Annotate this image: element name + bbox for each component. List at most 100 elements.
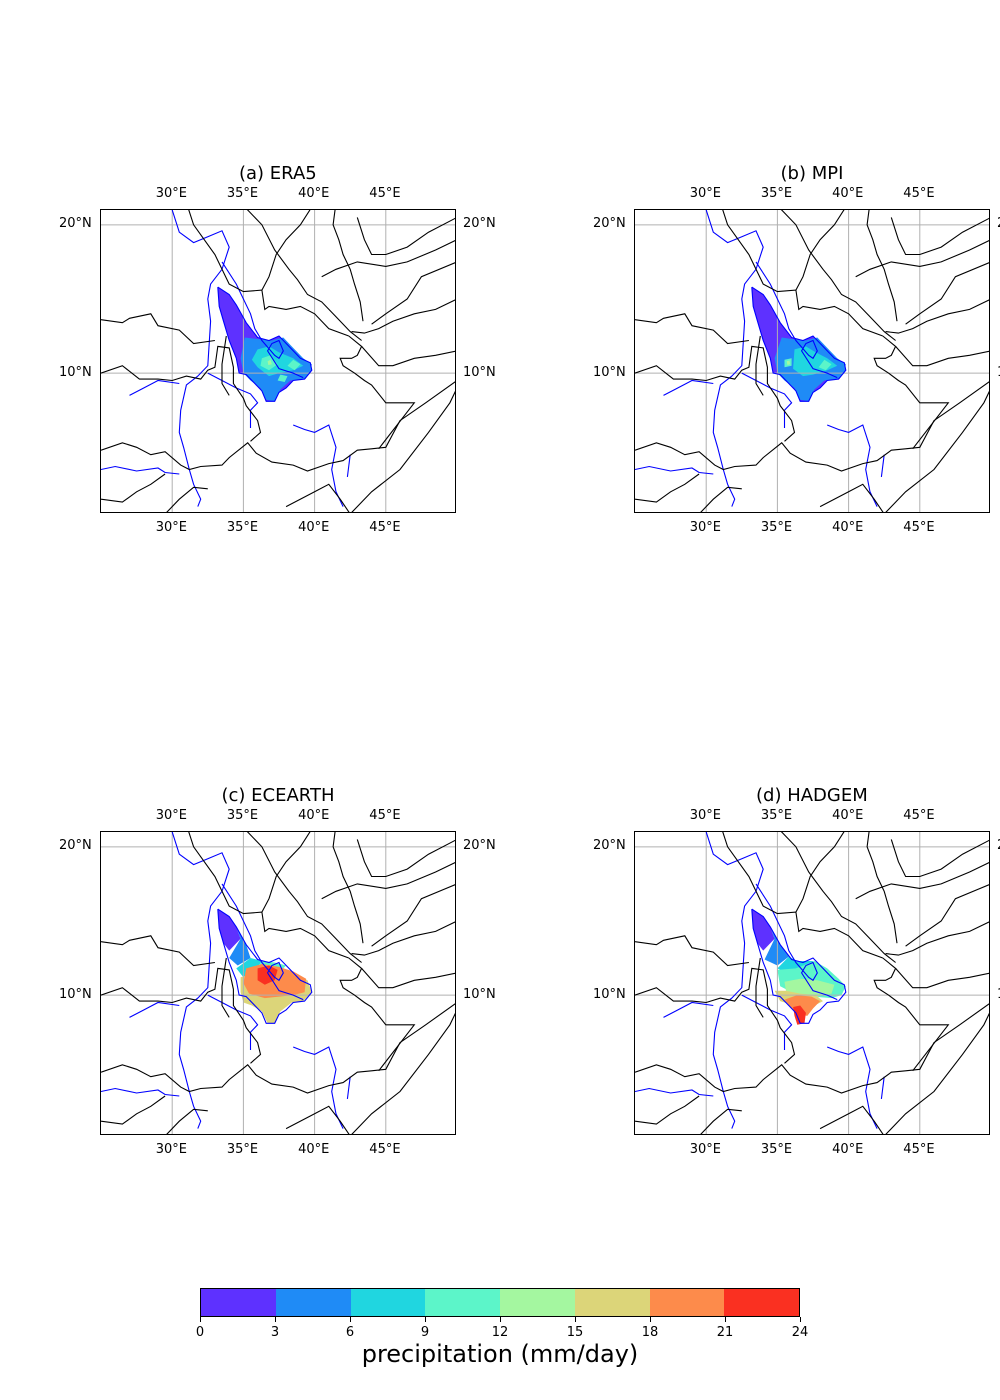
colorbar-bin-9-12: [425, 1289, 500, 1316]
lon-tick-top: 30°E: [155, 186, 187, 201]
border-line: [819, 1105, 884, 1134]
border-line: [166, 486, 208, 512]
colorbar-tick-label: 0: [195, 1325, 205, 1340]
border-line: [635, 967, 796, 1064]
lon-tick-top: 45°E: [369, 808, 401, 823]
river-line: [635, 465, 714, 475]
border-line: [356, 839, 455, 878]
lon-tick-bottom: 45°E: [903, 520, 935, 535]
lon-tick-top: 40°E: [832, 186, 864, 201]
river-line: [663, 1001, 714, 1018]
border-line: [166, 1108, 208, 1134]
lon-tick-bottom: 45°E: [369, 520, 401, 535]
lon-tick-bottom: 40°E: [298, 1142, 330, 1157]
lon-tick-top: 30°E: [689, 186, 721, 201]
precip-region: [751, 909, 775, 951]
lon-tick-top: 45°E: [903, 808, 935, 823]
lon-tick-top: 45°E: [369, 186, 401, 201]
border-line: [795, 832, 845, 913]
colorbar-tickmark: [350, 1317, 351, 1322]
border-line: [905, 262, 989, 325]
border-line: [356, 217, 455, 256]
river-line: [129, 379, 180, 396]
lon-tick-bottom: 35°E: [226, 520, 259, 535]
border-line: [188, 832, 349, 959]
precip-region: [217, 909, 241, 951]
precip-region: [277, 374, 288, 382]
border-line: [361, 968, 455, 989]
river-line: [755, 261, 838, 379]
river-line: [129, 1001, 180, 1018]
border-line: [635, 935, 749, 967]
river-line: [292, 424, 344, 507]
border-line: [635, 1003, 989, 1094]
river-line: [217, 908, 313, 1024]
border-line: [855, 240, 989, 278]
panel-title-era5: (a) ERA5: [239, 163, 317, 184]
border-line: [101, 473, 166, 503]
border-line: [700, 1108, 742, 1134]
river-line: [880, 1076, 885, 1099]
lat-tick-right: 10°N: [997, 987, 1000, 1002]
river-line: [171, 210, 230, 507]
river-line: [346, 1076, 351, 1099]
precip-region: [784, 978, 835, 997]
colorbar: [200, 1288, 800, 1317]
lon-tick-bottom: 40°E: [832, 520, 864, 535]
border-line: [885, 390, 989, 512]
border-line: [101, 345, 262, 442]
colorbar-tick-label: 24: [791, 1325, 809, 1340]
map-canvas: [101, 832, 455, 1134]
border-line: [635, 1095, 700, 1125]
river-line: [741, 994, 793, 1050]
border-line: [351, 1012, 455, 1134]
lon-tick-bottom: 30°E: [155, 1142, 187, 1157]
border-line: [895, 968, 989, 989]
border-line: [351, 390, 455, 512]
border-line: [873, 957, 950, 1072]
river-line: [751, 286, 847, 402]
lon-tick-bottom: 30°E: [689, 1142, 721, 1157]
river-line: [755, 883, 838, 1001]
border-line: [855, 862, 989, 900]
lat-tick-right: 20°N: [463, 216, 496, 232]
border-line: [371, 884, 455, 947]
border-line: [261, 832, 311, 913]
colorbar-tickmark: [200, 1317, 201, 1322]
border-line: [700, 486, 742, 512]
river-line: [101, 1087, 180, 1097]
river-line: [751, 908, 847, 1024]
colorbar-tickmark: [500, 1317, 501, 1322]
border-line: [285, 483, 350, 512]
lat-tick-left: 10°N: [59, 364, 92, 380]
border-line: [221, 957, 230, 1018]
colorbar-tick-label: 3: [270, 1325, 280, 1340]
border-line: [780, 210, 896, 341]
river-line: [171, 832, 230, 1129]
border-line: [885, 299, 989, 334]
colorbar-bin-21-24: [724, 1289, 799, 1316]
border-line: [722, 832, 883, 959]
colorbar-label: precipitation (mm/day): [361, 1340, 639, 1368]
river-line: [705, 832, 764, 1129]
precip-region: [764, 926, 789, 966]
map-mpi: [634, 209, 990, 513]
lat-tick-left: 20°N: [59, 838, 92, 854]
river-line: [826, 424, 878, 507]
lat-tick-right: 10°N: [997, 365, 1000, 380]
river-line: [826, 1046, 878, 1129]
border-line: [635, 473, 700, 503]
border-line: [101, 313, 215, 345]
colorbar-tickmark: [725, 1317, 726, 1322]
colorbar-bin-12-15: [500, 1289, 575, 1316]
colorbar-bin-15-18: [574, 1289, 650, 1316]
lon-tick-top: 30°E: [689, 808, 721, 823]
river-line: [101, 465, 180, 475]
precip-region: [287, 359, 301, 371]
colorbar-tickmark: [575, 1317, 576, 1322]
lon-tick-top: 35°E: [226, 808, 259, 823]
river-line: [207, 372, 259, 428]
border-line: [635, 381, 989, 472]
border-line: [755, 335, 764, 396]
river-line: [635, 1087, 714, 1097]
